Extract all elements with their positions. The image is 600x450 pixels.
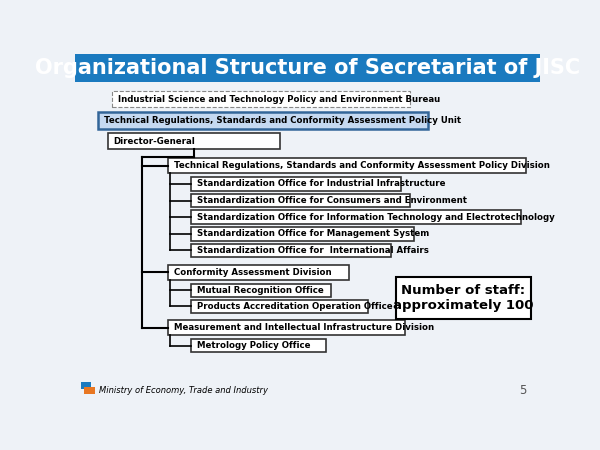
FancyBboxPatch shape <box>191 227 415 241</box>
Text: Ministry of Economy, Trade and Industry: Ministry of Economy, Trade and Industry <box>99 386 268 395</box>
FancyBboxPatch shape <box>191 194 410 207</box>
Text: Technical Regulations, Standards and Conformity Assessment Policy Unit: Technical Regulations, Standards and Con… <box>104 116 461 125</box>
FancyBboxPatch shape <box>112 91 410 108</box>
Text: Mutual Recognition Office: Mutual Recognition Office <box>197 286 323 295</box>
Text: Standardization Office for Management System: Standardization Office for Management Sy… <box>197 230 429 238</box>
FancyBboxPatch shape <box>168 320 405 335</box>
Text: Director-General: Director-General <box>113 137 195 146</box>
Text: Industrial Science and Technology Policy and Environment Bureau: Industrial Science and Technology Policy… <box>118 94 440 104</box>
Text: 5: 5 <box>518 383 526 396</box>
FancyBboxPatch shape <box>168 265 349 279</box>
Text: Measurement and Intellectual Infrastructure Division: Measurement and Intellectual Infrastruct… <box>173 323 434 332</box>
Text: Products Accreditation Operation Office: Products Accreditation Operation Office <box>197 302 392 311</box>
Text: Metrology Policy Office: Metrology Policy Office <box>197 341 310 350</box>
FancyBboxPatch shape <box>84 387 95 394</box>
FancyBboxPatch shape <box>191 210 521 224</box>
Text: Standardization Office for Industrial Infrastructure: Standardization Office for Industrial In… <box>197 180 445 189</box>
FancyBboxPatch shape <box>191 300 368 313</box>
Text: Technical Regulations, Standards and Conformity Assessment Policy Division: Technical Regulations, Standards and Con… <box>173 161 550 170</box>
FancyBboxPatch shape <box>191 284 331 297</box>
FancyBboxPatch shape <box>107 133 280 149</box>
FancyBboxPatch shape <box>191 243 391 257</box>
FancyBboxPatch shape <box>396 278 531 319</box>
Text: Number of staff:
approximately 100: Number of staff: approximately 100 <box>393 284 533 312</box>
FancyBboxPatch shape <box>75 54 540 82</box>
Text: Standardization Office for Consumers and Environment: Standardization Office for Consumers and… <box>197 196 467 205</box>
Text: Standardization Office for  International Affairs: Standardization Office for International… <box>197 246 429 255</box>
Text: Standardization Office for Information Technology and Electrotechnology: Standardization Office for Information T… <box>197 213 554 222</box>
Text: Conformity Assessment Division: Conformity Assessment Division <box>173 268 331 277</box>
Text: Organizational Structure of Secretariat of JISC: Organizational Structure of Secretariat … <box>35 58 580 78</box>
FancyBboxPatch shape <box>80 382 91 389</box>
FancyBboxPatch shape <box>98 112 428 129</box>
FancyBboxPatch shape <box>191 177 401 191</box>
FancyBboxPatch shape <box>168 158 526 173</box>
FancyBboxPatch shape <box>191 339 326 352</box>
